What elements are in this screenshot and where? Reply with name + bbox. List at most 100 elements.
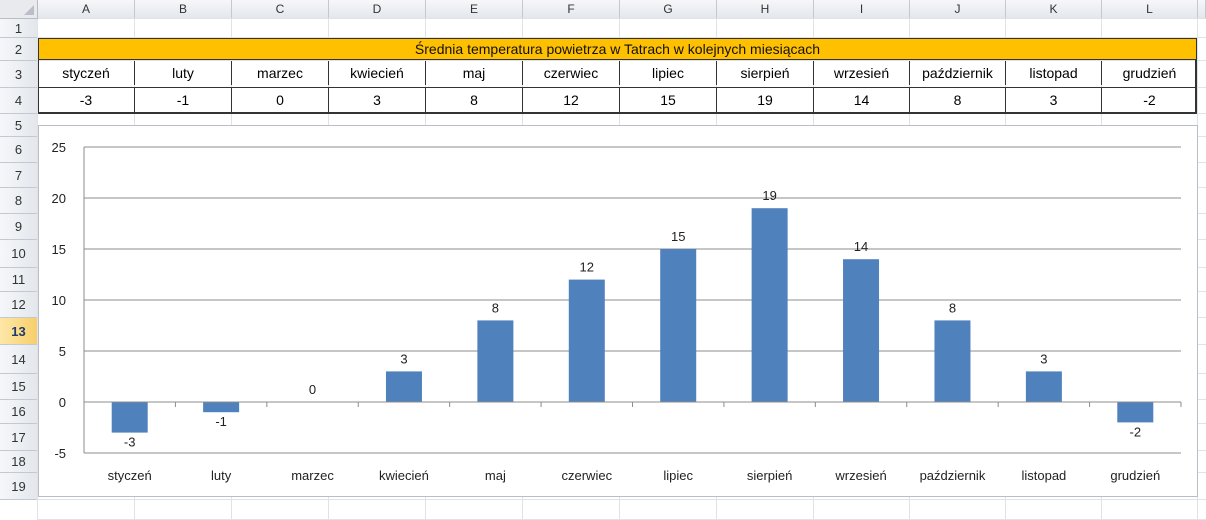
data-label: -3 <box>124 435 136 450</box>
row-header-9[interactable]: 9 <box>0 214 38 240</box>
title-cell[interactable]: Średnia temperatura powietrza w Tatrach … <box>38 38 1197 60</box>
row-header-2[interactable]: 2 <box>0 38 38 61</box>
row-header-8[interactable]: 8 <box>0 188 38 214</box>
month-cell[interactable]: lipiec <box>620 61 717 85</box>
data-label: 8 <box>949 300 956 315</box>
value-cell[interactable]: 15 <box>620 88 717 112</box>
x-tick-label: kwiecień <box>379 468 429 483</box>
data-label: 12 <box>580 260 594 275</box>
column-header-j[interactable]: J <box>910 0 1006 19</box>
column-header-g[interactable]: G <box>620 0 717 19</box>
y-tick-label: 15 <box>52 242 66 257</box>
value-cell[interactable]: 12 <box>523 88 620 112</box>
y-tick-label: 20 <box>52 191 66 206</box>
bar-9[interactable] <box>843 259 880 402</box>
row-header-6[interactable]: 6 <box>0 137 38 163</box>
bar-12[interactable] <box>1117 402 1154 423</box>
value-cell[interactable]: 3 <box>329 88 426 112</box>
column-header-f[interactable]: F <box>523 0 620 19</box>
row-header-7[interactable]: 7 <box>0 163 38 188</box>
data-label: 15 <box>671 229 685 244</box>
x-tick-label: czerwiec <box>562 468 613 483</box>
grid-line-horizontal <box>38 18 1206 19</box>
bar-1[interactable] <box>111 402 148 433</box>
column-header-a[interactable]: A <box>38 0 135 19</box>
data-label: 8 <box>492 300 499 315</box>
row-header-4[interactable]: 4 <box>0 88 38 114</box>
x-tick-label: styczeń <box>108 468 152 483</box>
row-header-1[interactable]: 1 <box>0 19 38 38</box>
value-cell[interactable]: 14 <box>814 88 910 112</box>
month-cell[interactable]: styczeń <box>38 61 135 85</box>
bar-11[interactable] <box>1025 371 1062 402</box>
column-header-d[interactable]: D <box>329 0 426 19</box>
column-header-k[interactable]: K <box>1006 0 1102 19</box>
value-cell[interactable]: -2 <box>1143 92 1156 108</box>
row-header-15[interactable]: 15 <box>0 374 38 400</box>
select-all-corner[interactable] <box>0 0 38 19</box>
month-cell[interactable]: czerwiec <box>523 61 620 85</box>
row-header-13[interactable]: 13 <box>0 318 38 345</box>
data-label: 0 <box>309 382 316 397</box>
column-header-l[interactable]: L <box>1102 0 1198 19</box>
x-tick-label: wrzesień <box>834 468 886 483</box>
column-header-b[interactable]: B <box>135 0 232 19</box>
row-header-19[interactable]: 19 <box>0 473 38 500</box>
row-header-18[interactable]: 18 <box>0 451 38 473</box>
month-cell[interactable]: marzec <box>232 61 329 85</box>
bar-8[interactable] <box>751 208 788 402</box>
column-header-i[interactable]: I <box>814 0 910 19</box>
row-header-12[interactable]: 12 <box>0 292 38 318</box>
y-tick-label: -5 <box>54 446 66 461</box>
row-header-14[interactable]: 14 <box>0 345 38 374</box>
row-header-16[interactable]: 16 <box>0 400 38 424</box>
month-cell[interactable]: sierpień <box>717 61 814 85</box>
column-header-h[interactable]: H <box>717 0 814 19</box>
chart-svg: -5 0 5 10 15 20 25 -3 -1 0 3 8 12 15 19 14 8 3 -2 styczeń lu… <box>52 140 1182 483</box>
column-header-c[interactable]: C <box>232 0 329 19</box>
grid-line-horizontal <box>38 499 1206 500</box>
month-cell[interactable]: luty <box>135 61 232 85</box>
value-cell[interactable]: 8 <box>426 88 523 112</box>
month-cell[interactable]: wrzesień <box>814 61 910 85</box>
y-tick-label: 10 <box>52 293 66 308</box>
month-cell[interactable]: grudzień <box>1122 65 1177 81</box>
value-cell[interactable]: -3 <box>38 88 135 112</box>
bar-5[interactable] <box>477 320 514 402</box>
month-cell[interactable]: listopad <box>1006 61 1102 85</box>
grid-line-horizontal <box>38 60 1206 61</box>
row-header-3[interactable]: 3 <box>0 61 38 88</box>
row-header-11[interactable]: 11 <box>0 268 38 292</box>
bar-2[interactable] <box>203 402 240 413</box>
month-cell[interactable]: maj <box>426 61 523 85</box>
month-cell[interactable]: październik <box>910 61 1006 85</box>
data-label: 3 <box>400 351 407 366</box>
x-tick-label: październik <box>920 468 986 483</box>
month-cell[interactable]: kwiecień <box>329 61 426 85</box>
bar-4[interactable] <box>385 371 422 402</box>
row-header-5[interactable]: 5 <box>0 114 38 137</box>
x-tick-label: sierpień <box>747 468 793 483</box>
x-tick-label: grudzień <box>1110 468 1160 483</box>
value-cell[interactable]: 3 <box>1006 88 1102 112</box>
grid-line-vertical <box>37 19 38 520</box>
row-header-17[interactable]: 17 <box>0 424 38 451</box>
bar-10[interactable] <box>934 320 971 402</box>
bar-6[interactable] <box>568 279 605 402</box>
row-header-10[interactable]: 10 <box>0 240 38 268</box>
y-tick-label: 0 <box>59 395 66 410</box>
value-cell[interactable]: 19 <box>717 88 814 112</box>
x-tick-label: luty <box>211 468 232 483</box>
column-header-e[interactable]: E <box>426 0 523 19</box>
data-label: 19 <box>762 188 776 203</box>
bar-7[interactable] <box>660 249 697 402</box>
data-label: -2 <box>1130 424 1142 439</box>
value-cell[interactable]: 0 <box>232 88 329 112</box>
value-cell[interactable]: 8 <box>910 88 1006 112</box>
temperature-bar-chart[interactable]: -5 0 5 10 15 20 25 -3 -1 0 3 8 12 15 19 14 8 3 -2 styczeń lu… <box>38 125 1198 497</box>
value-cell[interactable]: -1 <box>135 88 232 112</box>
x-tick-label: maj <box>485 468 506 483</box>
column-header-partial[interactable] <box>1198 0 1206 19</box>
select-all-triangle-icon <box>24 5 34 15</box>
